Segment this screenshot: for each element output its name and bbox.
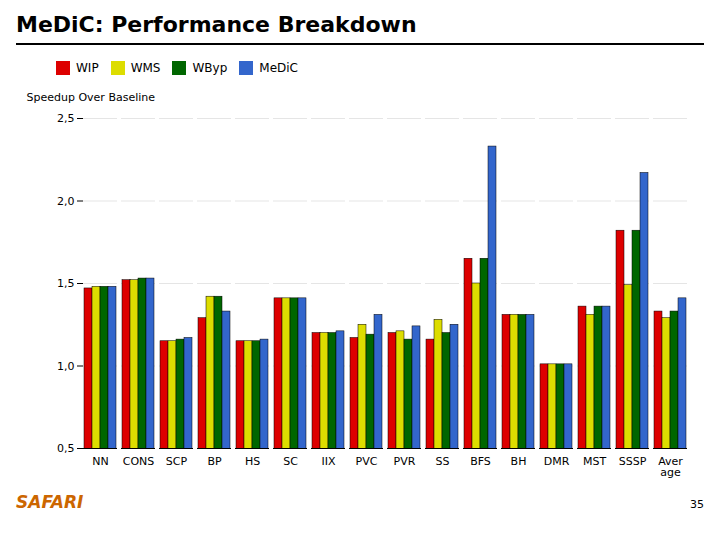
svg-text:BP: BP (207, 455, 222, 468)
svg-text:BFS: BFS (470, 455, 491, 468)
svg-text:NN: NN (92, 455, 108, 468)
svg-text:2,5: 2,5 (57, 112, 75, 125)
svg-text:PVC: PVC (356, 455, 378, 468)
svg-text:2,0: 2,0 (57, 195, 75, 208)
svg-text:0,5: 0,5 (57, 442, 75, 455)
svg-text:Speedup Over Baseline: Speedup Over Baseline (27, 91, 156, 104)
svg-text:1,5: 1,5 (57, 277, 75, 290)
svg-text:SSSP: SSSP (619, 455, 647, 468)
svg-text:1,0: 1,0 (57, 360, 75, 373)
svg-text:CONS: CONS (123, 455, 155, 468)
html-text:WIP: WIP (76, 60, 99, 75)
svg-text:IIX: IIX (321, 455, 335, 468)
svg-text:PVR: PVR (394, 455, 416, 468)
html-text:WMS: WMS (130, 60, 161, 75)
html-text:MeDiC: MeDiC (259, 60, 298, 75)
svg-text:BH: BH (511, 455, 527, 468)
svg-text:SCP: SCP (166, 455, 188, 468)
svg-text:DMR: DMR (544, 455, 570, 468)
html-text:WByp: WByp (192, 60, 228, 75)
html-text:35: 35 (690, 498, 704, 511)
html-text:SAFARI: SAFARI (16, 492, 84, 512)
svg-text:HS: HS (245, 455, 260, 468)
svg-text:MST: MST (583, 455, 606, 468)
svg-text:SC: SC (283, 455, 298, 468)
svg-text:Average: Average (658, 455, 683, 479)
svg-text:SS: SS (436, 455, 450, 468)
html-text:MeDiC: Performance Breakdown: MeDiC: Performance Breakdown (16, 12, 417, 37)
